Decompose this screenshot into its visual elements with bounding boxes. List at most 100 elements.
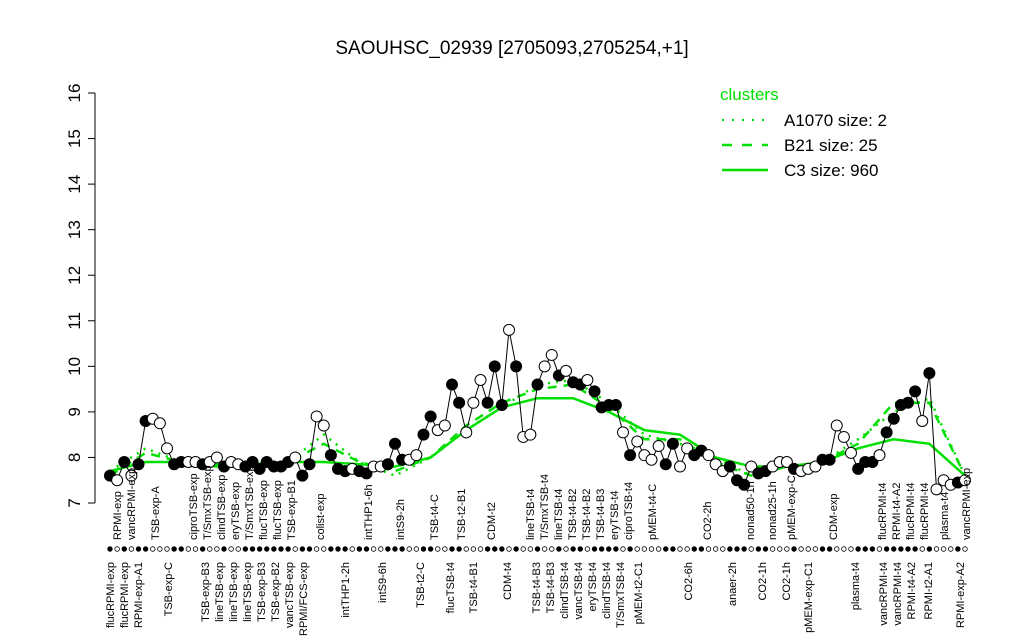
y-tick-label: 14 xyxy=(65,175,84,194)
data-point xyxy=(118,456,131,468)
rug-mark xyxy=(221,546,227,552)
rug-mark xyxy=(178,546,184,552)
legend-label-b21: B21 size: 25 xyxy=(784,136,878,155)
data-point xyxy=(132,458,145,471)
x-label-top: ciproTSB-exp xyxy=(188,473,200,540)
x-label-top: pMEM-exp-C xyxy=(786,475,798,540)
data-point xyxy=(389,437,401,450)
rug-marks xyxy=(107,546,968,552)
data-point xyxy=(588,385,601,398)
rug-mark xyxy=(606,546,612,552)
rug-mark xyxy=(114,546,120,552)
data-point xyxy=(410,449,423,462)
x-label-bottom: flucRPMI-exp xyxy=(105,562,117,628)
rug-mark xyxy=(335,546,341,552)
x-labels: RPMI-exp vancRPMI-exp TSB-exp-A ciproTSB-ex… xyxy=(105,465,973,636)
data-point xyxy=(916,415,929,427)
x-label-top: T/SmxTSB-t4 xyxy=(539,474,551,540)
x-label-bottom: anaer-2h xyxy=(727,562,739,606)
data-point xyxy=(560,364,572,377)
rug-mark xyxy=(299,546,306,552)
x-label-bottom: TSB-exp-B3 xyxy=(200,562,212,622)
data-point xyxy=(837,430,850,443)
data-point xyxy=(645,453,658,466)
data-point xyxy=(446,378,458,391)
legend-title: clusters xyxy=(720,85,779,104)
rug-mark xyxy=(128,546,135,552)
rug-mark xyxy=(513,546,519,552)
rug-mark xyxy=(406,546,412,552)
rug-mark xyxy=(712,546,719,552)
data-point xyxy=(930,483,943,496)
data-point xyxy=(324,449,337,462)
rug-mark xyxy=(720,546,726,552)
y-tick-label: 11 xyxy=(65,312,84,330)
x-label-bottom: CO2-1h xyxy=(757,562,769,601)
x-label-top: plasma-t4 xyxy=(939,492,951,540)
x-label-bottom: RPMI-exp-A2 xyxy=(955,562,967,628)
data-point xyxy=(581,374,594,386)
rug-mark xyxy=(121,546,127,552)
rug-mark xyxy=(207,546,213,552)
x-label-top: TSB-t4-C xyxy=(429,494,441,540)
rug-mark xyxy=(926,546,933,552)
x-label-bottom: RPMI-t2-A1 xyxy=(923,562,935,619)
x-label-top: RPMI-exp xyxy=(112,491,124,540)
rug-mark xyxy=(534,546,541,552)
y-tick-label: 12 xyxy=(65,266,84,285)
chart-title: SAOUHSC_02939 [2705093,2705254,+1] xyxy=(335,38,688,59)
x-label-bottom: lineTSB-exp xyxy=(228,562,240,622)
x-label-top: TSB-t2-B1 xyxy=(456,489,468,540)
rug-mark xyxy=(278,546,284,552)
rug-mark xyxy=(321,546,327,552)
data-point xyxy=(666,437,679,450)
x-label-top: vancRPMI-exp xyxy=(961,468,973,540)
x-label-bottom: TSB-t4-B1 xyxy=(468,562,480,613)
rug-mark xyxy=(392,546,398,552)
rug-mark xyxy=(919,546,925,552)
rug-mark xyxy=(342,546,348,552)
data-point xyxy=(624,449,637,462)
rug-mark xyxy=(328,546,334,552)
data-point xyxy=(317,419,330,432)
rug-mark xyxy=(164,546,170,552)
rug-mark xyxy=(192,546,199,552)
y-tick-label: 16 xyxy=(65,84,84,103)
data-point xyxy=(460,426,473,439)
rug-mark xyxy=(306,546,313,552)
rug-mark xyxy=(385,546,391,552)
x-label-top: clindTSB-exp xyxy=(216,475,228,540)
rug-mark xyxy=(826,546,833,552)
rug-mark xyxy=(698,546,705,552)
data-point xyxy=(823,453,836,466)
x-label-top: ciproTSB-t4 xyxy=(623,482,635,540)
rug-mark xyxy=(463,546,469,552)
x-label-bottom: intTHP1-2h xyxy=(340,562,352,618)
x-label-top: CDM-t2 xyxy=(486,502,498,540)
rug-mark xyxy=(150,546,156,552)
rug-mark xyxy=(762,546,769,552)
x-label-bottom: vancTSB-t4 xyxy=(573,562,585,619)
data-point xyxy=(495,399,508,412)
data-point xyxy=(723,460,736,473)
rug-mark xyxy=(370,546,377,552)
rug-mark xyxy=(399,546,405,552)
rug-mark xyxy=(157,546,163,552)
data-point xyxy=(125,469,138,482)
x-label-top: flucRPMI-t4 xyxy=(877,483,889,540)
x-label-bottom: CDM-t4 xyxy=(502,562,514,600)
rug-mark xyxy=(648,546,655,552)
rug-mark xyxy=(670,546,676,552)
data-point xyxy=(902,396,914,409)
rug-mark xyxy=(499,546,505,552)
x-label-bottom: TSB-t4-B3 xyxy=(545,562,557,613)
x-label-top: T/SmxTSB-exp xyxy=(202,465,214,540)
x-label-bottom: clindTSB-t4 xyxy=(601,562,613,619)
rug-mark xyxy=(741,546,747,552)
data-point xyxy=(545,348,558,361)
rug-mark xyxy=(641,546,648,552)
x-label-bottom: flucTSB-t4 xyxy=(445,562,457,613)
rug-mark xyxy=(142,546,149,552)
x-label-top: lineTSB-t4 xyxy=(553,489,565,540)
x-label-top: colist-exp xyxy=(315,494,327,540)
